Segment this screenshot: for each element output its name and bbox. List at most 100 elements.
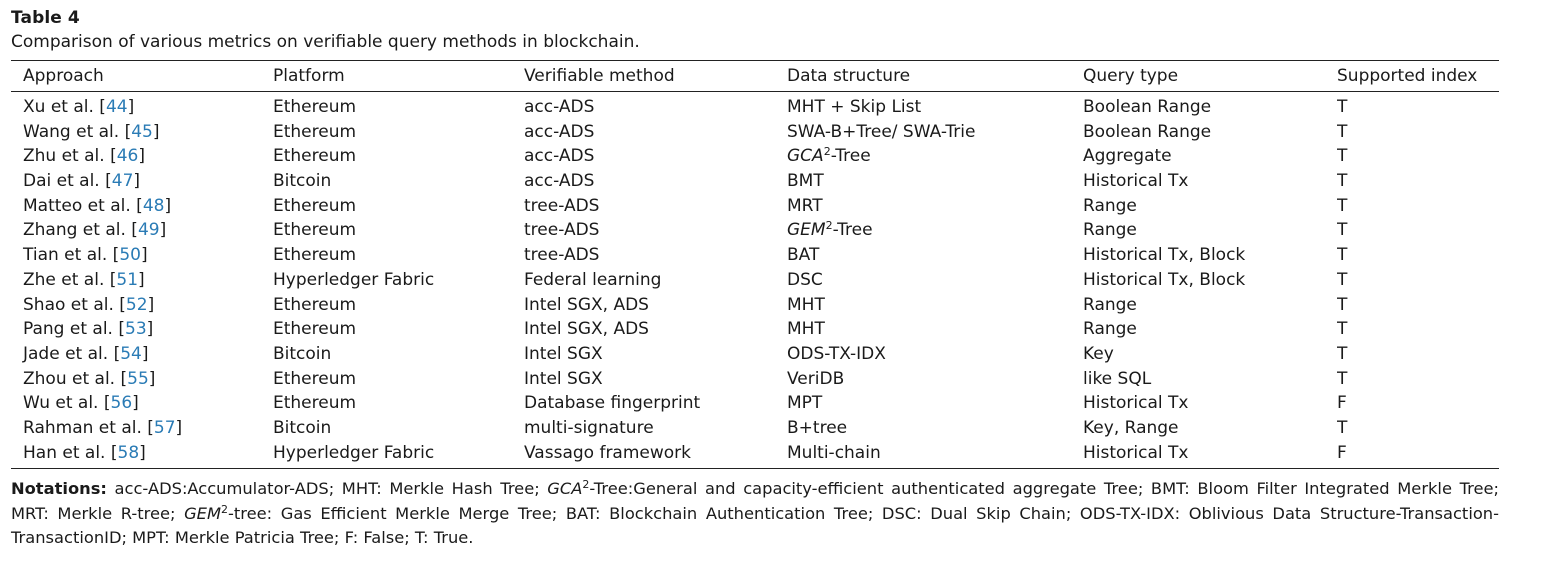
- citation-link[interactable]: 49: [137, 220, 160, 241]
- cell-data-structure: BAT: [787, 245, 820, 266]
- cell-verifiable-method: acc-ADS: [524, 97, 595, 117]
- table-header: Approach Platform Verifiable method Data…: [11, 61, 1499, 91]
- header-supported-index: Supported index: [1337, 66, 1478, 86]
- cell-verifiable-method: acc-ADS: [524, 171, 595, 192]
- cell-platform: Ethereum: [273, 220, 357, 241]
- cell-query-type: Historical Tx: [1083, 171, 1189, 192]
- citation-link[interactable]: 45: [131, 121, 153, 142]
- top-rule: [11, 60, 1499, 61]
- cell-data-structure: MHT: [787, 294, 825, 315]
- cell-platform: Ethereum: [273, 195, 357, 216]
- table-label: Table 4: [11, 8, 80, 28]
- notations-label: Notations:: [11, 479, 107, 499]
- table-row: Jade et al. [54] Bitcoin Intel SGX ODS-TX-I…: [11, 342, 1499, 367]
- notations-text-1: acc-ADS:Accumulator-ADS; MHT: Merkle Has…: [106, 479, 548, 499]
- cell-supported-index: T: [1337, 368, 1348, 389]
- table-row: Tian et al. [50] Ethereum tree-ADS BAT Histo…: [11, 243, 1499, 268]
- cell-approach: Wang et al. [45]: [23, 121, 160, 142]
- cell-data-structure: Multi-chain: [787, 442, 881, 463]
- cell-approach: Han et al. [58]: [23, 442, 146, 463]
- table-row: Pang et al. [53] Ethereum Intel SGX, ADS MH…: [11, 317, 1499, 342]
- header-rule: [11, 91, 1499, 92]
- cell-supported-index: T: [1337, 220, 1348, 241]
- cell-query-type: Historical Tx, Block: [1083, 245, 1246, 266]
- cell-verifiable-method: Intel SGX, ADS: [524, 294, 649, 315]
- cell-supported-index: F: [1337, 442, 1347, 463]
- cell-approach: Pang et al. [53]: [23, 319, 154, 340]
- cell-verifiable-method: multi-signature: [524, 417, 654, 438]
- cell-query-type: Aggregate: [1083, 146, 1172, 167]
- cell-verifiable-method: tree-ADS: [524, 220, 600, 241]
- citation-link[interactable]: 57: [153, 417, 176, 438]
- notations-gca: GCA: [547, 479, 583, 499]
- cell-platform: Bitcoin: [273, 343, 332, 364]
- approach-author: Wang et al.: [23, 121, 120, 142]
- cell-supported-index: T: [1337, 146, 1348, 167]
- cell-verifiable-method: tree-ADS: [524, 245, 600, 266]
- approach-author: Jade et al.: [23, 343, 109, 364]
- cell-supported-index: T: [1337, 171, 1348, 192]
- cell-data-structure: DSC: [787, 269, 823, 290]
- approach-author: Shao et al.: [23, 294, 114, 315]
- header-query-type: Query type: [1083, 66, 1179, 86]
- citation-link[interactable]: 51: [116, 269, 139, 290]
- cell-query-type: Range: [1083, 195, 1137, 216]
- table-row: Zhou et al. [55] Ethereum Intel SGX VeriDB l…: [11, 367, 1499, 392]
- notations-gca-sup: 2: [582, 478, 590, 492]
- table-row: Zhang et al. [49] Ethereum tree-ADS GEM2-Tr…: [11, 218, 1499, 243]
- approach-author: Matteo et al.: [23, 195, 131, 216]
- cell-query-type: Key: [1083, 343, 1114, 364]
- cell-data-structure: VeriDB: [787, 368, 845, 389]
- citation-link[interactable]: 58: [117, 442, 140, 463]
- ds-italic: GEM: [787, 220, 826, 241]
- citation-link[interactable]: 52: [125, 294, 148, 315]
- approach-author: Wu et al.: [23, 393, 99, 414]
- cell-platform: Ethereum: [273, 121, 357, 142]
- cell-supported-index: T: [1337, 245, 1348, 266]
- cell-platform: Ethereum: [273, 294, 357, 315]
- cell-query-type: Range: [1083, 294, 1137, 315]
- citation-link[interactable]: 50: [119, 245, 141, 266]
- table-row: Xu et al. [44] Ethereum acc-ADS MHT + Skip …: [11, 95, 1499, 120]
- cell-verifiable-method: acc-ADS: [524, 146, 595, 167]
- approach-author: Xu et al.: [23, 97, 94, 117]
- cell-approach: Zhu et al. [46]: [23, 146, 145, 167]
- approach-author: Zhe et al.: [23, 269, 105, 290]
- cell-data-structure: MRT: [787, 195, 823, 216]
- cell-supported-index: F: [1337, 393, 1347, 414]
- citation-link[interactable]: 55: [127, 368, 149, 389]
- citation-link[interactable]: 47: [111, 171, 134, 192]
- ds-superscript: 2: [825, 219, 833, 233]
- cell-platform: Hyperledger Fabric: [273, 442, 435, 463]
- citation-link[interactable]: 56: [110, 393, 133, 414]
- citation-link[interactable]: 53: [125, 319, 147, 340]
- cell-platform: Ethereum: [273, 146, 357, 167]
- header-verifiable-method: Verifiable method: [524, 66, 675, 86]
- citation-link[interactable]: 48: [142, 195, 165, 216]
- cell-approach: Shao et al. [52]: [23, 294, 155, 315]
- bottom-rule: [11, 468, 1499, 470]
- table-row: Matteo et al. [48] Ethereum tree-ADS MRT Ran…: [11, 194, 1499, 219]
- cell-platform: Ethereum: [273, 97, 357, 117]
- cell-query-type: Key, Range: [1083, 417, 1179, 438]
- approach-author: Pang et al.: [23, 319, 113, 340]
- cell-platform: Ethereum: [273, 319, 357, 340]
- table-caption: Comparison of various metrics on verifia…: [11, 32, 640, 52]
- table-row: Han et al. [58] Hyperledger Fabric Vassago…: [11, 441, 1499, 466]
- cell-approach: Jade et al. [54]: [23, 343, 149, 364]
- citation-link[interactable]: 54: [120, 343, 142, 364]
- cell-query-type: Historical Tx: [1083, 393, 1189, 414]
- citation-link[interactable]: 46: [116, 146, 139, 167]
- citation-link[interactable]: 44: [105, 97, 128, 117]
- cell-approach: Zhang et al. [49]: [23, 220, 167, 241]
- cell-approach: Tian et al. [50]: [23, 245, 148, 266]
- cell-supported-index: T: [1337, 195, 1348, 216]
- approach-author: Zhu et al.: [23, 146, 105, 167]
- cell-approach: Wu et al. [56]: [23, 393, 139, 414]
- cell-query-type: Historical Tx: [1083, 442, 1189, 463]
- cell-approach: Xu et al. [44]: [23, 97, 135, 117]
- table-row: Dai et al. [47] Bitcoin acc-ADS BMT Historic…: [11, 169, 1499, 194]
- cell-verifiable-method: Federal learning: [524, 269, 662, 290]
- cell-verifiable-method: acc-ADS: [524, 121, 595, 142]
- notations: Notations: acc-ADS:Accumulator-ADS; MHT:…: [11, 477, 1499, 551]
